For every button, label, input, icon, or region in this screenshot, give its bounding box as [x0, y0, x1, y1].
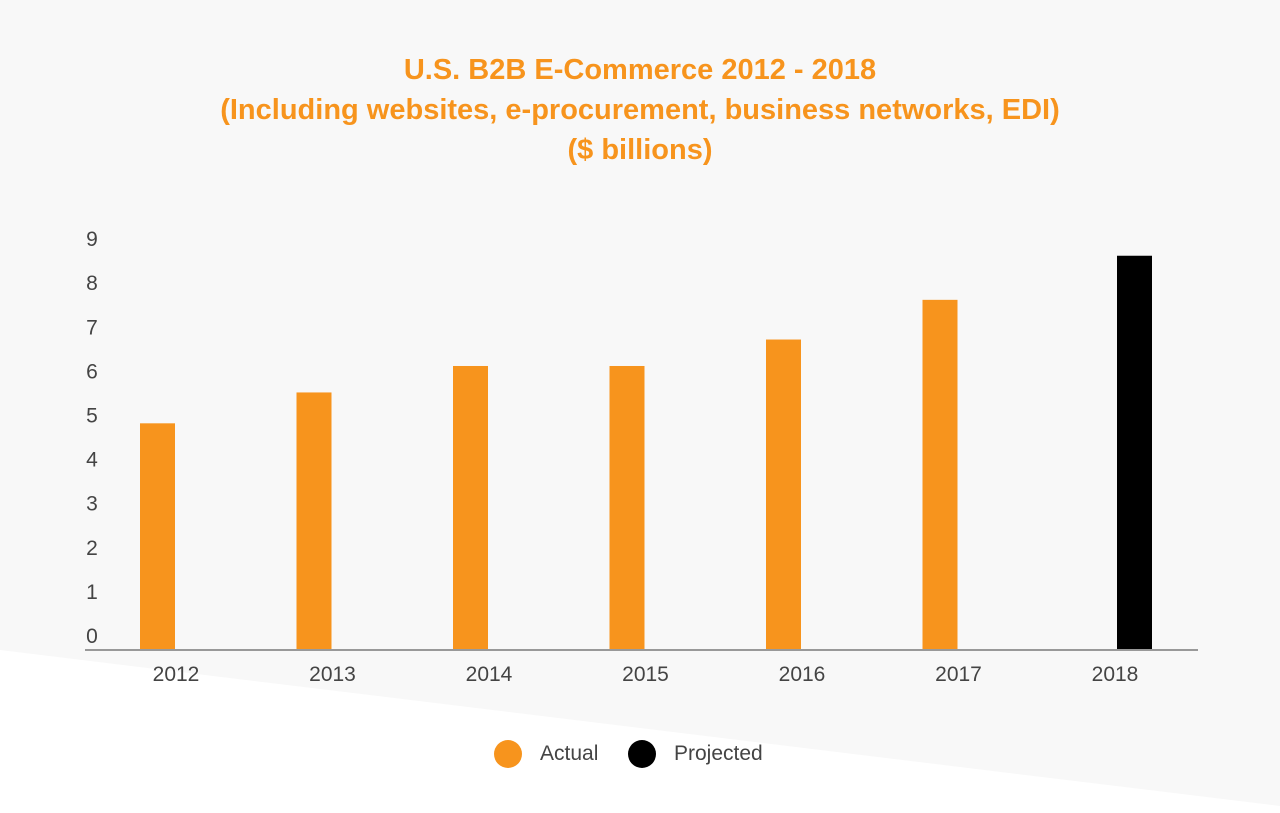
x-tick-label: 2013: [309, 663, 356, 686]
legend-item-actual[interactable]: Actual: [494, 740, 598, 768]
y-tick-label: 5: [86, 405, 98, 428]
legend-swatch-actual: [494, 740, 522, 768]
y-tick-label: 9: [86, 228, 98, 251]
x-tick-label: 2012: [153, 663, 200, 686]
legend-swatch-projected: [628, 740, 656, 768]
bar-actual-2014: [453, 365, 488, 650]
bar-projected-2018: [1117, 255, 1152, 651]
bar-actual-2016: [766, 339, 801, 650]
bar-actual-2017: [922, 299, 958, 650]
x-tick-label: 2016: [779, 663, 826, 686]
legend-label-projected: Projected: [674, 742, 763, 765]
x-tick-label: 2014: [466, 663, 513, 686]
y-tick-label: 8: [86, 272, 98, 295]
y-tick-label: 7: [86, 316, 98, 339]
y-tick-label: 3: [86, 493, 98, 516]
bar-actual-2015: [609, 365, 645, 650]
y-tick-label: 1: [86, 581, 98, 604]
y-tick-label: 0: [86, 625, 98, 648]
chart-unit-line: ($ billions): [567, 134, 713, 166]
legend-item-projected[interactable]: Projected: [628, 740, 763, 768]
chart-subtitle: (Including websites, e-procurement, busi…: [220, 94, 1060, 126]
x-tick-label: 2017: [935, 663, 982, 686]
y-tick-label: 2: [86, 537, 98, 560]
y-tick-label: 6: [86, 360, 98, 383]
x-tick-label: 2015: [622, 663, 669, 686]
y-tick-label: 4: [86, 449, 98, 472]
legend: Actual Projected: [0, 740, 1280, 770]
chart-title: U.S. B2B E-Commerce 2012 - 2018: [403, 54, 877, 86]
x-tick-label: 2018: [1092, 663, 1139, 686]
legend-label-actual: Actual: [540, 742, 599, 765]
bar-actual-2012: [140, 423, 175, 650]
bar-actual-2013: [296, 392, 332, 650]
